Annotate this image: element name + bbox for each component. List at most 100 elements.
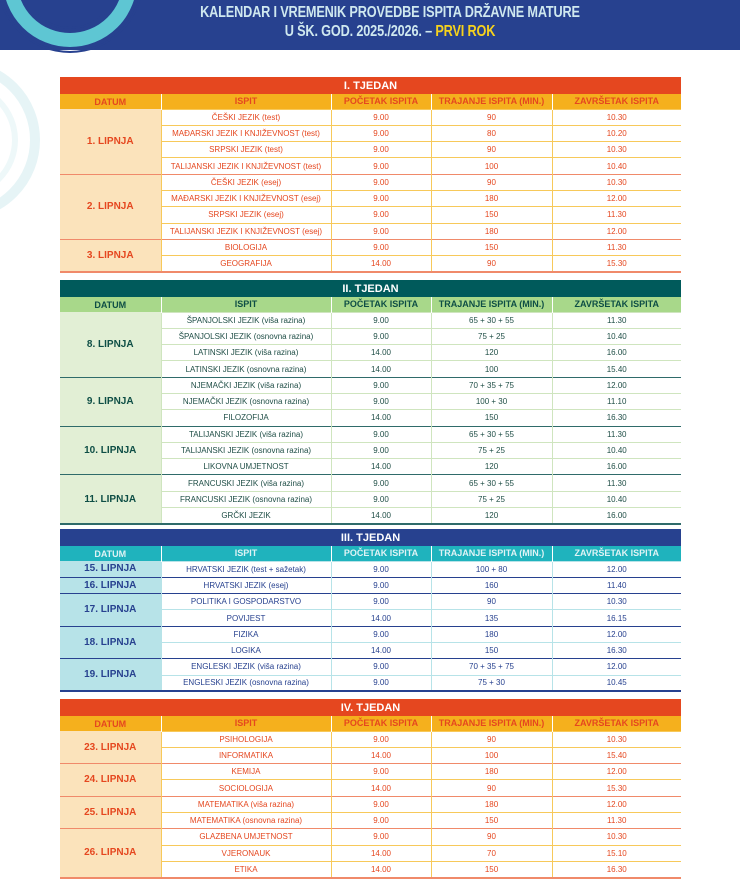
- duration: 135: [430, 609, 552, 627]
- exam-name: POVIJEST: [160, 609, 331, 627]
- end-time: 12.00: [551, 560, 682, 578]
- date-cell: 26. LIPNJA: [60, 828, 161, 878]
- start-time: 9.00: [330, 625, 431, 643]
- duration: 80: [430, 124, 552, 142]
- end-time: 16.00: [551, 344, 681, 361]
- end-time: 10.30: [551, 730, 681, 748]
- column-header: POČETAK ISPITA: [330, 546, 431, 561]
- start-time: 9.00: [330, 730, 431, 748]
- table-row: SRPSKI JEZIK (esej) 9.00 150 11.30: [60, 206, 681, 224]
- end-time: 16.30: [551, 860, 681, 878]
- end-time: 12.00: [551, 376, 681, 394]
- duration: 120: [430, 507, 552, 524]
- column-header: POČETAK ISPITA: [330, 716, 431, 731]
- column-header: ZAVRŠETAK ISPITA: [551, 94, 681, 109]
- duration: 70 + 35 + 75: [430, 376, 552, 394]
- duration: 70: [430, 844, 552, 862]
- start-time: 9.00: [330, 238, 431, 256]
- table-row: 8. LIPNJA ŠPANJOLSKI JEZIK (viša razina) 9…: [60, 311, 681, 378]
- column-header: ISPIT: [160, 546, 331, 561]
- exam-name: MATEMATIKA (viša razina): [160, 795, 331, 813]
- column-header: TRAJANJE ISPITA (MIN.): [430, 716, 552, 731]
- date-cell: 10. LIPNJA: [60, 425, 161, 475]
- duration: 90: [430, 828, 552, 846]
- exam-name: ENGLESKI JEZIK (viša razina): [160, 658, 331, 676]
- duration: 65 + 30 + 55: [430, 474, 552, 492]
- duration: 75 + 30: [430, 674, 552, 692]
- exam-name: TALIJANSKI JEZIK (osnovna razina): [160, 441, 331, 459]
- table-row: ETIKA 14.00 150 16.30: [60, 860, 681, 878]
- exam-name: LOGIKA: [160, 641, 331, 659]
- table-row: POVIJEST 14.00 135 16.15: [60, 609, 682, 627]
- date-cell: 16. LIPNJA: [60, 576, 161, 594]
- exam-name: FIZIKA: [160, 625, 331, 643]
- date-cell: 2. LIPNJA: [60, 173, 161, 240]
- table-row: 15. LIPNJA HRVATSKI JEZIK (test + sažetak…: [60, 560, 682, 578]
- page-title: KALENDAR I VREMENIK PROVEDBE ISPITA DRŽA…: [169, 3, 612, 41]
- date-cell: 24. LIPNJA: [60, 763, 161, 797]
- start-time: 9.00: [330, 173, 431, 191]
- start-time: 14.00: [330, 746, 431, 764]
- table-row: SRPSKI JEZIK (test) 9.00 90 10.30: [60, 141, 681, 158]
- duration: 180: [430, 189, 552, 207]
- exam-name: SOCIOLOGIJA: [160, 779, 331, 797]
- table-row: 19. LIPNJA ENGLESKI JEZIK (viša razina) 9.…: [60, 658, 682, 692]
- end-time: 11.30: [551, 474, 681, 492]
- end-time: 15.10: [551, 844, 681, 862]
- end-time: 12.00: [551, 795, 681, 813]
- duration: 180: [430, 763, 552, 780]
- exam-name: MATEMATIKA (osnovna razina): [160, 811, 331, 829]
- column-header: DATUM: [60, 546, 161, 561]
- start-time: 14.00: [330, 507, 431, 524]
- exam-name: NJEMAČKI JEZIK (viša razina): [160, 376, 331, 394]
- table-row: MAĐARSKI JEZIK I KNJIŽEVNOST (test) 9.00 8…: [60, 124, 681, 142]
- start-time: 14.00: [330, 255, 431, 272]
- end-time: 11.10: [551, 392, 681, 410]
- duration: 100 + 30: [430, 392, 552, 410]
- duration: 90: [430, 173, 552, 191]
- start-time: 9.00: [330, 763, 431, 780]
- table-row: 18. LIPNJA FIZIKA 9.00 180 12.00: [60, 625, 682, 659]
- week-table-1: I. TJEDAN DATUM ISPIT POČETAK ISPITA TRAJANJ…: [60, 77, 681, 273]
- table-row: LATINSKI JEZIK (viša razina) 14.00 120 16.0…: [60, 344, 681, 361]
- exam-name: HRVATSKI JEZIK (test + sažetak): [160, 560, 331, 578]
- duration: 100: [430, 746, 552, 764]
- duration: 90: [430, 141, 552, 158]
- table-row: MAĐARSKI JEZIK I KNJIŽEVNOST (esej) 9.00 1…: [60, 189, 681, 207]
- date-cell: 23. LIPNJA: [60, 731, 161, 764]
- column-header: ISPIT: [160, 94, 331, 109]
- duration: 90: [430, 593, 552, 610]
- week-table-3: III. TJEDAN DATUM ISPIT POČETAK ISPITA TRAJA…: [60, 529, 682, 693]
- exam-name: HRVATSKI JEZIK (esej): [160, 576, 331, 594]
- duration: 120: [430, 344, 552, 361]
- table-row: 9. LIPNJA NJEMAČKI JEZIK (viša razina) 9.0…: [60, 376, 681, 427]
- start-time: 9.00: [330, 189, 431, 207]
- column-header: DATUM: [60, 94, 161, 109]
- duration: 180: [430, 222, 552, 240]
- start-time: 9.00: [330, 576, 431, 594]
- end-time: 10.40: [551, 490, 681, 508]
- duration: 90: [430, 255, 552, 272]
- date-cell: 1. LIPNJA: [60, 109, 161, 175]
- date-cell: 11. LIPNJA: [60, 474, 161, 524]
- exam-name: VJERONAUK: [160, 844, 331, 862]
- duration: 150: [430, 409, 552, 427]
- date-cell: 9. LIPNJA: [60, 376, 161, 427]
- end-time: 16.30: [551, 641, 682, 659]
- start-time: 9.00: [330, 560, 431, 578]
- duration: 100: [430, 157, 552, 175]
- duration: 65 + 30 + 55: [430, 311, 552, 329]
- exam-name: LATINSKI JEZIK (osnovna razina): [160, 360, 331, 378]
- start-time: 9.00: [330, 311, 431, 329]
- week-table-4: IV. TJEDAN DATUM ISPIT POČETAK ISPITA TRAJAN…: [60, 699, 681, 879]
- start-time: 14.00: [330, 860, 431, 878]
- start-time: 14.00: [330, 344, 431, 361]
- exam-name: SRPSKI JEZIK (esej): [160, 206, 331, 224]
- exam-name: ETIKA: [160, 860, 331, 878]
- duration: 150: [430, 206, 552, 224]
- exam-name: GRČKI JEZIK: [160, 507, 331, 524]
- exam-name: NJEMAČKI JEZIK (osnovna razina): [160, 392, 331, 410]
- start-time: 9.00: [330, 474, 431, 492]
- table-row: TALIJANSKI JEZIK (osnovna razina) 9.00 75 …: [60, 441, 681, 459]
- week-table-2: II. TJEDAN DATUM ISPIT POČETAK ISPITA TRAJAN…: [60, 280, 681, 525]
